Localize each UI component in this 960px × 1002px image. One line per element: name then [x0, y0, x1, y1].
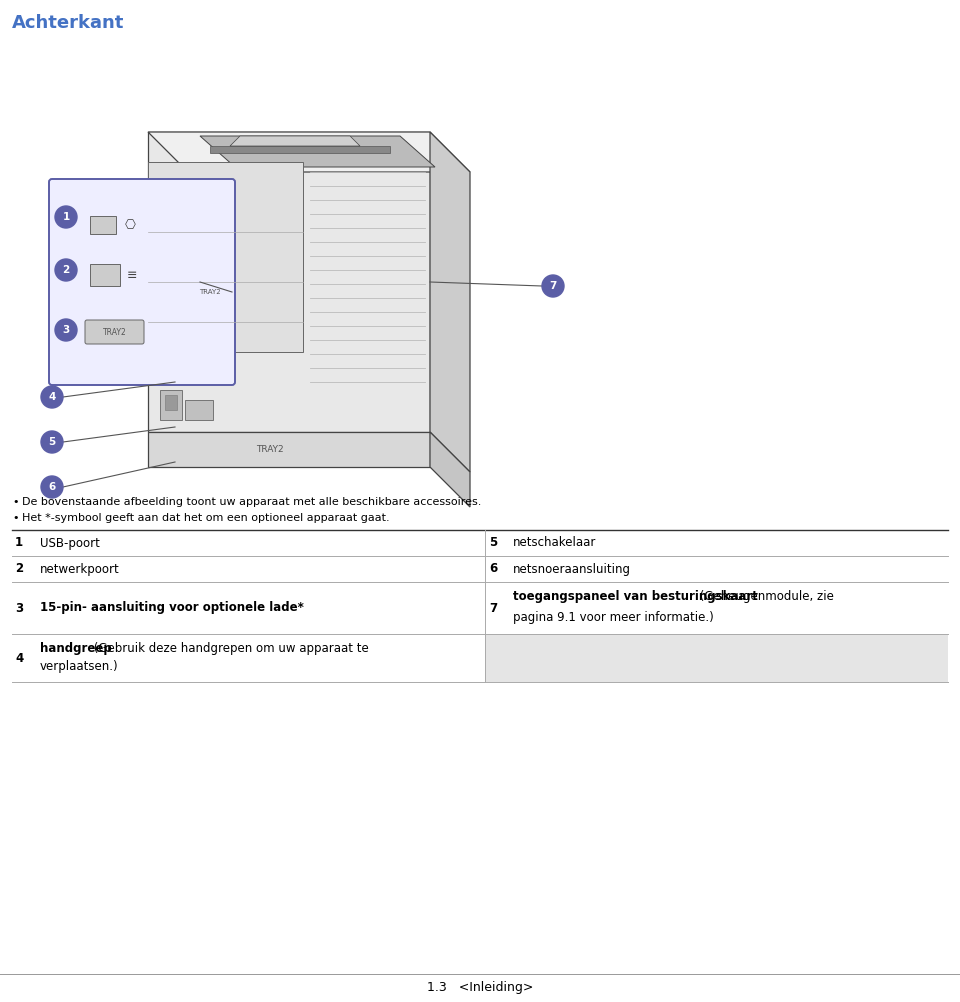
Circle shape — [55, 259, 77, 281]
Text: (Gebruik deze handgrepen om uw apparaat te: (Gebruik deze handgrepen om uw apparaat … — [90, 642, 369, 655]
Text: •: • — [12, 513, 18, 523]
Text: 7: 7 — [549, 281, 557, 291]
Text: netschakelaar: netschakelaar — [513, 536, 596, 549]
Text: 1.3   <Inleiding>: 1.3 <Inleiding> — [427, 982, 533, 995]
Polygon shape — [430, 132, 470, 472]
Bar — [160, 212, 182, 227]
Circle shape — [41, 476, 63, 498]
Bar — [90, 216, 116, 234]
Text: TRAY2: TRAY2 — [256, 445, 284, 454]
Circle shape — [55, 206, 77, 228]
Text: 6: 6 — [48, 482, 56, 492]
Polygon shape — [148, 432, 430, 467]
Polygon shape — [230, 136, 360, 146]
Text: toegangspaneel van besturingskaart: toegangspaneel van besturingskaart — [513, 590, 757, 603]
Polygon shape — [200, 136, 435, 167]
Text: (Geheugenmodule, zie: (Geheugenmodule, zie — [696, 590, 834, 603]
Polygon shape — [210, 146, 390, 153]
FancyBboxPatch shape — [49, 179, 235, 385]
Text: 15-pin- aansluiting voor optionele lade*: 15-pin- aansluiting voor optionele lade* — [40, 601, 304, 614]
Text: 3: 3 — [62, 325, 70, 335]
Text: 4: 4 — [15, 651, 23, 664]
Text: 2: 2 — [62, 265, 70, 275]
Text: TRAY2: TRAY2 — [199, 289, 221, 295]
Text: 6: 6 — [489, 562, 497, 575]
Circle shape — [542, 275, 564, 297]
Text: ≡: ≡ — [127, 269, 137, 282]
Text: 2: 2 — [15, 562, 23, 575]
Bar — [485, 634, 948, 682]
Text: 7: 7 — [489, 601, 497, 614]
Text: USB-poort: USB-poort — [40, 536, 100, 549]
Circle shape — [55, 319, 77, 341]
Text: 5: 5 — [489, 536, 497, 549]
Text: Het *-symbool geeft aan dat het om een optioneel apparaat gaat.: Het *-symbool geeft aan dat het om een o… — [22, 513, 390, 523]
Text: 1: 1 — [15, 536, 23, 549]
Polygon shape — [160, 282, 230, 302]
Bar — [160, 247, 186, 267]
Text: 3: 3 — [15, 601, 23, 614]
Bar — [148, 162, 303, 352]
Bar — [90, 264, 120, 286]
Text: netsnoeraansluiting: netsnoeraansluiting — [513, 562, 631, 575]
Text: 1: 1 — [62, 212, 70, 222]
Bar — [165, 395, 177, 410]
Text: 5: 5 — [48, 437, 56, 447]
Text: TRAY2: TRAY2 — [103, 328, 127, 337]
Bar — [185, 400, 213, 420]
Polygon shape — [148, 132, 470, 172]
Text: ⎔: ⎔ — [125, 218, 135, 231]
Circle shape — [41, 386, 63, 408]
Circle shape — [41, 431, 63, 453]
Text: De bovenstaande afbeelding toont uw apparaat met alle beschikbare accessoires.: De bovenstaande afbeelding toont uw appa… — [22, 497, 481, 507]
Text: pagina 9.1 voor meer informatie.): pagina 9.1 voor meer informatie.) — [513, 611, 713, 624]
FancyBboxPatch shape — [85, 320, 144, 344]
Polygon shape — [148, 132, 430, 432]
Text: Achterkant: Achterkant — [12, 14, 125, 32]
Bar — [160, 390, 182, 420]
Polygon shape — [430, 432, 470, 507]
Text: 4: 4 — [48, 392, 56, 402]
Text: •: • — [12, 497, 18, 507]
Text: netwerkpoort: netwerkpoort — [40, 562, 120, 575]
Text: verplaatsen.): verplaatsen.) — [40, 660, 119, 673]
Text: handgreep: handgreep — [40, 642, 111, 655]
